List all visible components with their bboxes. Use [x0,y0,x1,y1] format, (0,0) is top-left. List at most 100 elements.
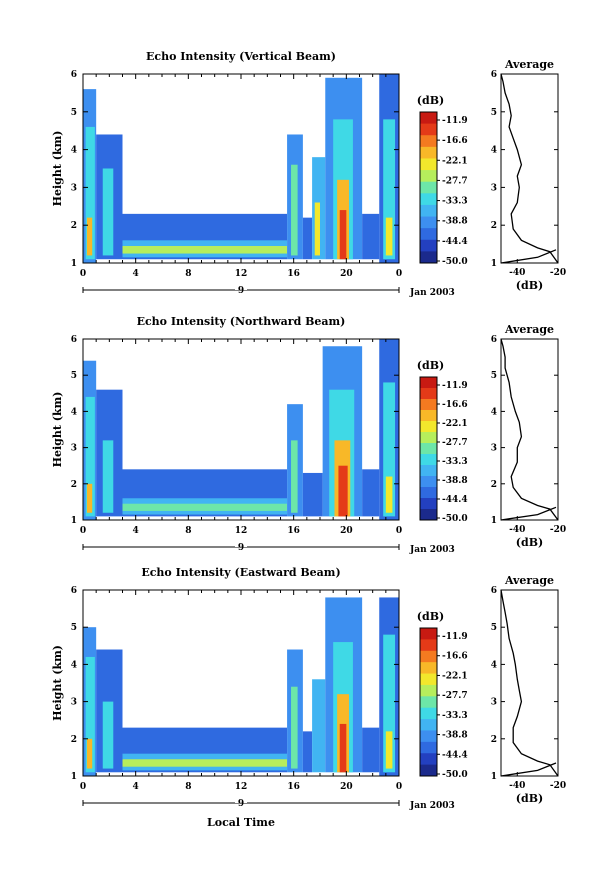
avg-y-tick-label: 4 [491,146,497,156]
colorbar-segment [420,193,437,206]
colorbar-segment [420,741,437,754]
average-frame [500,73,559,264]
heatmap-cell [102,440,114,513]
colorbar-label: -22.1 [442,156,468,166]
colorbar-frame [419,627,438,777]
avg-y-tick-label: 1 [491,772,497,782]
heatmap-cell [383,119,396,260]
x-tick-label: 20 [340,269,353,279]
x-tick-label: 4 [133,782,139,792]
heatmap-cell [312,679,326,773]
y-tick-label: 6 [71,586,77,596]
x-tick-label: 0 [396,782,402,792]
colorbar-frame [419,376,438,521]
avg-x-tick-label: -20 [550,781,566,791]
heatmap-cell [291,440,298,513]
heatmap-cell [339,210,347,260]
date-label: Jan 2003 [409,288,455,298]
average-title: Average [504,574,554,587]
colorbar-frame [419,111,438,264]
colorbar-segment [420,753,437,766]
colorbar-segment [420,239,437,252]
y-axis-label: Height (km) [51,645,64,721]
day-label: 9 [238,799,244,809]
panel-3: Echo Intensity (Eastward Beam)123456Heig… [51,566,566,811]
heatmap-cell [85,126,95,260]
x-tick-label: 16 [287,782,300,792]
heatmap-cell [362,727,380,773]
average-profile-line [500,249,557,264]
avg-y-tick-label: 5 [491,108,497,118]
date-label: Jan 2003 [409,801,455,811]
heatmap-cell [385,731,393,769]
avg-x-axis-label: (dB) [516,536,543,549]
y-tick-label: 3 [71,444,77,454]
colorbar-label: -16.6 [442,652,468,662]
y-tick-label: 1 [71,516,77,526]
heatmap-cell [338,465,348,517]
heatmap-cell [302,217,313,260]
x-tick-label: 12 [235,526,248,536]
avg-y-tick-label: 6 [491,586,497,596]
avg-x-tick-label: -20 [550,525,566,535]
x-tick-label: 0 [80,782,86,792]
colorbar-segment [420,639,437,652]
x-tick-label: 8 [185,782,191,792]
average-title: Average [504,323,554,336]
colorbar-segment [420,432,437,444]
avg-y-tick-label: 1 [491,516,497,526]
heatmap-cell [85,396,95,517]
colorbar-segment [420,628,437,640]
colorbar-label: -27.7 [442,438,468,448]
colorbar-label: -22.1 [442,671,468,681]
colorbar-label: -44.4 [442,237,468,247]
chart-title: Echo Intensity (Vertical Beam) [146,50,336,63]
colorbar-segment [420,662,437,674]
colorbar-label: -33.3 [442,457,468,467]
y-tick-label: 4 [71,146,77,156]
colorbar-segment [420,684,437,697]
colorbar-segment [420,146,437,159]
y-axis-label: Height (km) [51,392,64,468]
heatmap-cell [102,168,114,256]
avg-y-tick-label: 1 [491,259,497,269]
colorbar-label: -27.7 [442,691,468,701]
colorbar-segment [420,443,437,455]
x-tick-label: 20 [340,526,353,536]
avg-y-tick-label: 2 [491,735,497,745]
panel-1: Echo Intensity (Vertical Beam)123456Heig… [51,50,566,298]
avg-y-tick-label: 5 [491,623,497,633]
colorbar-segment [420,707,437,720]
colorbar-unit: (dB) [417,94,444,107]
colorbar-label: -22.1 [442,419,468,429]
colorbar-segment [420,158,437,171]
colorbar-segment [420,673,437,686]
y-axis-label: Height (km) [51,131,64,207]
colorbar-segment [420,487,437,499]
date-label: Jan 2003 [409,545,455,555]
colorbar-segment [420,410,437,422]
y-tick-label: 2 [71,480,77,490]
chart-title: Echo Intensity (Eastward Beam) [141,566,340,579]
colorbar-segment [420,476,437,488]
colorbar-segment [420,181,437,194]
y-tick-label: 2 [71,735,77,745]
heatmap-cell [291,686,298,769]
y-tick-label: 5 [71,108,77,118]
average-profile-line [500,338,559,521]
colorbar-label: -50.0 [442,257,468,267]
colorbar-segment [420,696,437,709]
avg-y-tick-label: 3 [491,183,497,193]
panel-2: Echo Intensity (Northward Beam)123456Hei… [51,315,566,555]
colorbar-label: -38.8 [442,731,468,741]
chart-title: Echo Intensity (Northward Beam) [137,315,346,328]
average-profile-line [500,73,559,264]
heatmap-cell [302,472,323,517]
x-tick-label: 8 [185,269,191,279]
colorbar-segment [420,170,437,183]
colorbar-segment [420,377,437,389]
avg-y-tick-label: 2 [491,221,497,231]
colorbar-segment [420,650,437,663]
avg-y-tick-label: 3 [491,444,497,454]
colorbar-segment [420,251,437,264]
